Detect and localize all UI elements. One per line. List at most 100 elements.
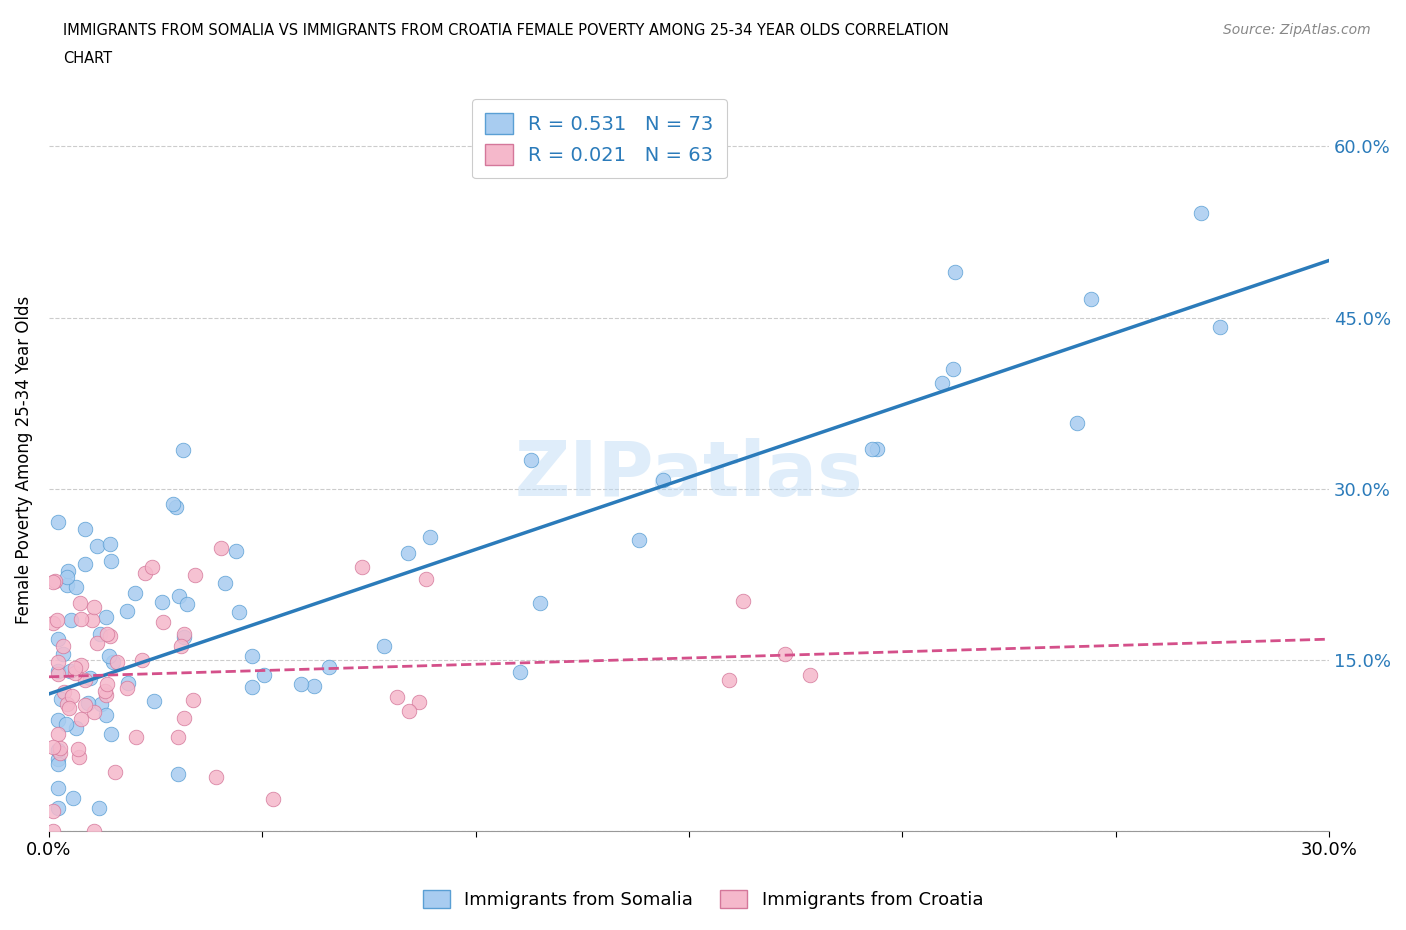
Point bbox=[302, 679, 325, 694]
Point bbox=[56, 569, 79, 584]
Point bbox=[253, 668, 276, 683]
Point bbox=[52, 638, 75, 653]
Point bbox=[1066, 416, 1088, 431]
Point bbox=[52, 684, 75, 699]
Point bbox=[60, 613, 83, 628]
Point bbox=[115, 681, 138, 696]
Point bbox=[73, 673, 96, 688]
Point bbox=[83, 600, 105, 615]
Point bbox=[184, 567, 207, 582]
Point bbox=[103, 764, 125, 779]
Point bbox=[945, 264, 967, 279]
Point bbox=[225, 544, 247, 559]
Point bbox=[98, 536, 121, 551]
Point bbox=[865, 442, 887, 457]
Point bbox=[46, 801, 69, 816]
Point bbox=[94, 708, 117, 723]
Point bbox=[173, 711, 195, 725]
Point bbox=[228, 604, 250, 619]
Point bbox=[1080, 291, 1102, 306]
Point bbox=[105, 655, 128, 670]
Point bbox=[96, 687, 118, 702]
Point bbox=[1208, 320, 1230, 335]
Point bbox=[58, 564, 80, 578]
Point bbox=[46, 727, 69, 742]
Point bbox=[350, 559, 373, 574]
Point bbox=[173, 627, 195, 642]
Point bbox=[67, 750, 90, 764]
Point bbox=[94, 684, 117, 698]
Point bbox=[42, 575, 65, 590]
Point bbox=[214, 576, 236, 591]
Point bbox=[170, 639, 193, 654]
Point bbox=[100, 726, 122, 741]
Point bbox=[173, 630, 195, 644]
Point bbox=[42, 823, 65, 838]
Point bbox=[49, 692, 72, 707]
Point bbox=[46, 756, 69, 771]
Point bbox=[46, 780, 69, 795]
Point bbox=[860, 442, 883, 457]
Point bbox=[80, 613, 103, 628]
Point bbox=[240, 679, 263, 694]
Point bbox=[42, 616, 65, 631]
Point bbox=[731, 593, 754, 608]
Point bbox=[60, 688, 83, 703]
Point bbox=[150, 594, 173, 609]
Point bbox=[396, 545, 419, 560]
Point bbox=[134, 565, 156, 580]
Point bbox=[131, 653, 153, 668]
Point bbox=[96, 677, 118, 692]
Point bbox=[181, 692, 204, 707]
Point bbox=[419, 529, 441, 544]
Point bbox=[94, 610, 117, 625]
Point bbox=[90, 697, 112, 711]
Point bbox=[48, 745, 70, 760]
Point bbox=[55, 697, 77, 711]
Text: ZIPatlas: ZIPatlas bbox=[515, 438, 863, 512]
Text: IMMIGRANTS FROM SOMALIA VS IMMIGRANTS FROM CROATIA FEMALE POVERTY AMONG 25-34 YE: IMMIGRANTS FROM SOMALIA VS IMMIGRANTS FR… bbox=[63, 23, 949, 38]
Point bbox=[52, 646, 75, 661]
Point bbox=[62, 790, 84, 805]
Point bbox=[125, 730, 148, 745]
Point bbox=[42, 739, 65, 754]
Point bbox=[46, 613, 69, 628]
Point bbox=[55, 717, 77, 732]
Point bbox=[172, 442, 194, 457]
Point bbox=[1189, 206, 1212, 220]
Point bbox=[70, 711, 93, 726]
Point bbox=[117, 675, 139, 690]
Point bbox=[46, 655, 69, 670]
Point bbox=[628, 533, 651, 548]
Point bbox=[385, 690, 408, 705]
Point bbox=[96, 626, 118, 641]
Point bbox=[46, 515, 69, 530]
Point bbox=[162, 497, 184, 512]
Point bbox=[44, 573, 66, 588]
Point bbox=[46, 631, 69, 646]
Point bbox=[176, 597, 198, 612]
Point bbox=[165, 499, 187, 514]
Point bbox=[124, 585, 146, 600]
Point bbox=[49, 740, 72, 755]
Point bbox=[520, 452, 543, 467]
Point bbox=[398, 703, 420, 718]
Point bbox=[415, 572, 437, 587]
Point bbox=[56, 578, 79, 592]
Point bbox=[58, 700, 80, 715]
Point bbox=[931, 376, 953, 391]
Point bbox=[63, 665, 86, 680]
Point bbox=[167, 766, 190, 781]
Point bbox=[408, 694, 430, 709]
Point bbox=[65, 580, 87, 595]
Point bbox=[240, 648, 263, 663]
Point bbox=[65, 721, 87, 736]
Point bbox=[86, 538, 108, 553]
Point bbox=[117, 604, 139, 618]
Point bbox=[79, 671, 101, 685]
Text: CHART: CHART bbox=[63, 51, 112, 66]
Point bbox=[152, 615, 174, 630]
Point bbox=[290, 677, 312, 692]
Point bbox=[100, 629, 122, 644]
Point bbox=[141, 559, 163, 574]
